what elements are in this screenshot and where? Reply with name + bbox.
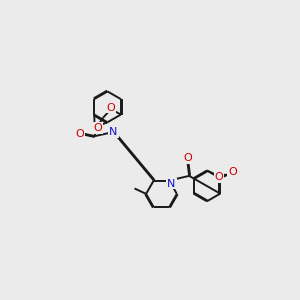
Text: O: O: [106, 103, 115, 112]
Text: O: O: [183, 153, 192, 163]
Text: N: N: [109, 127, 118, 137]
Text: O: O: [228, 167, 237, 177]
Text: O: O: [75, 129, 84, 139]
Text: O: O: [93, 123, 102, 133]
Text: N: N: [167, 178, 175, 189]
Text: O: O: [215, 172, 224, 182]
